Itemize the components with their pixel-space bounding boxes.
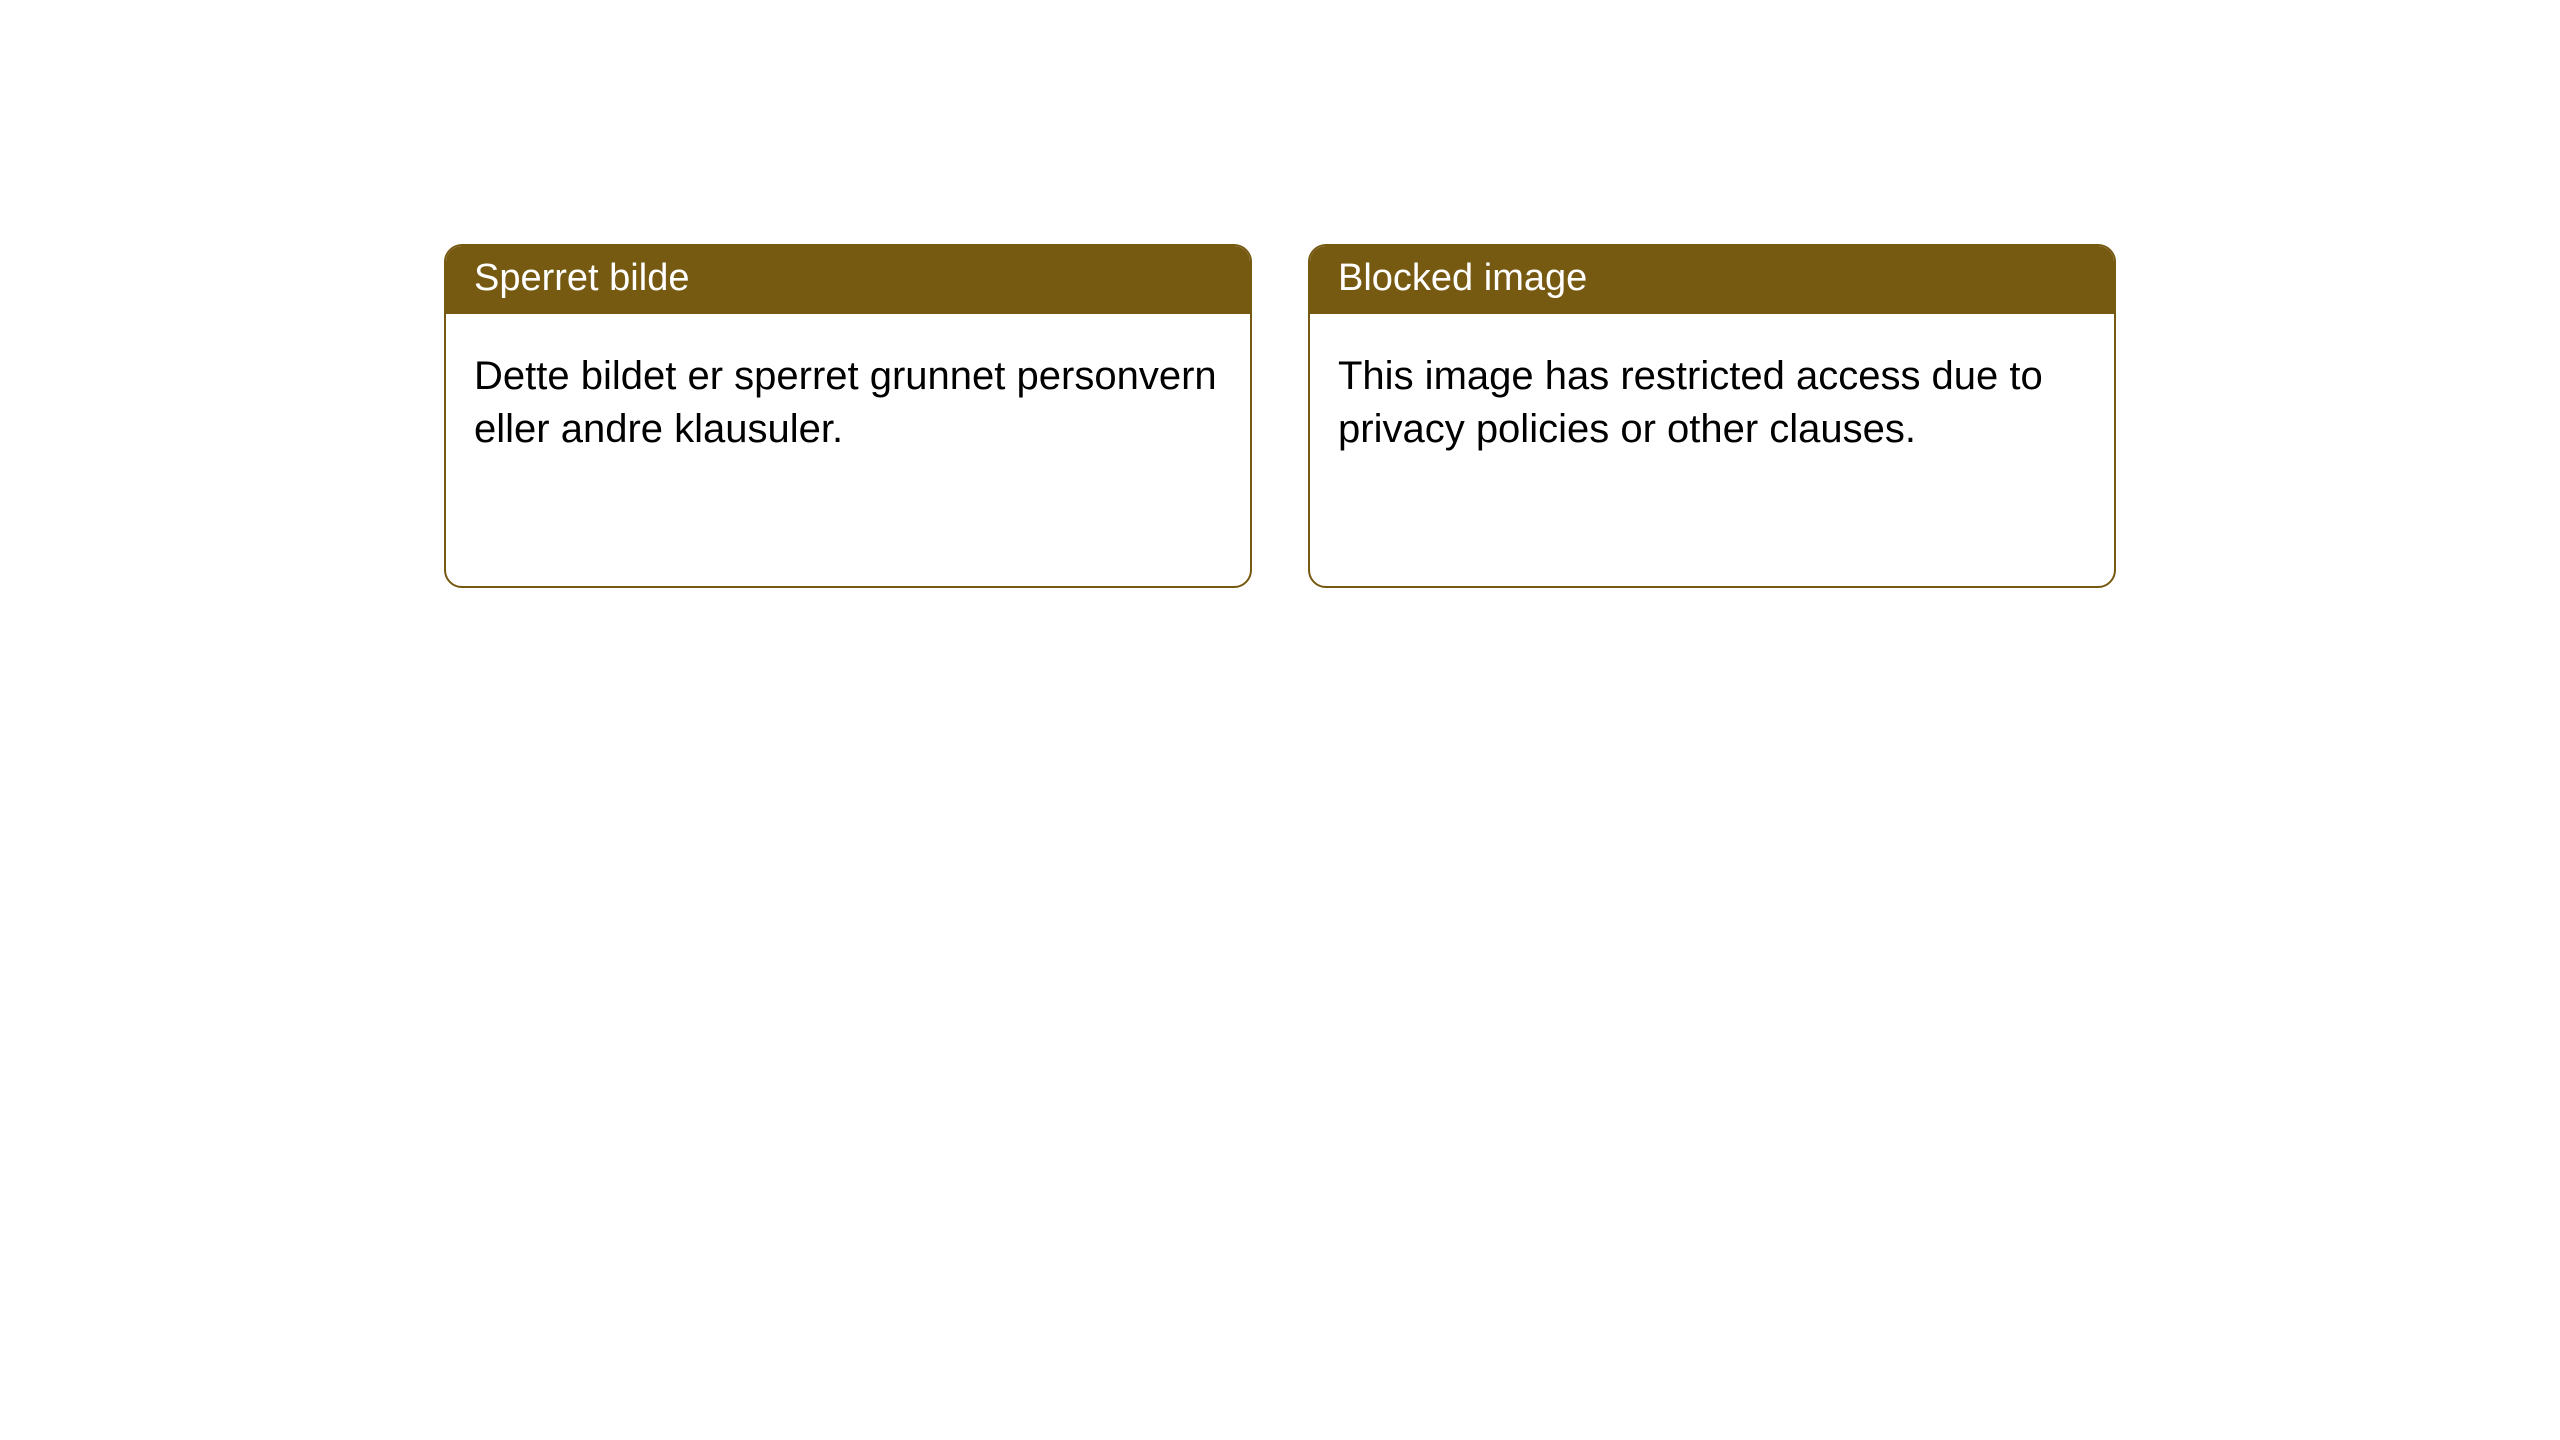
notice-card-norwegian: Sperret bilde Dette bildet er sperret gr… <box>444 244 1252 588</box>
notice-header: Blocked image <box>1310 246 2114 314</box>
notice-container: Sperret bilde Dette bildet er sperret gr… <box>0 0 2560 588</box>
notice-body: This image has restricted access due to … <box>1310 314 2114 586</box>
notice-card-english: Blocked image This image has restricted … <box>1308 244 2116 588</box>
notice-body: Dette bildet er sperret grunnet personve… <box>446 314 1250 586</box>
notice-header: Sperret bilde <box>446 246 1250 314</box>
